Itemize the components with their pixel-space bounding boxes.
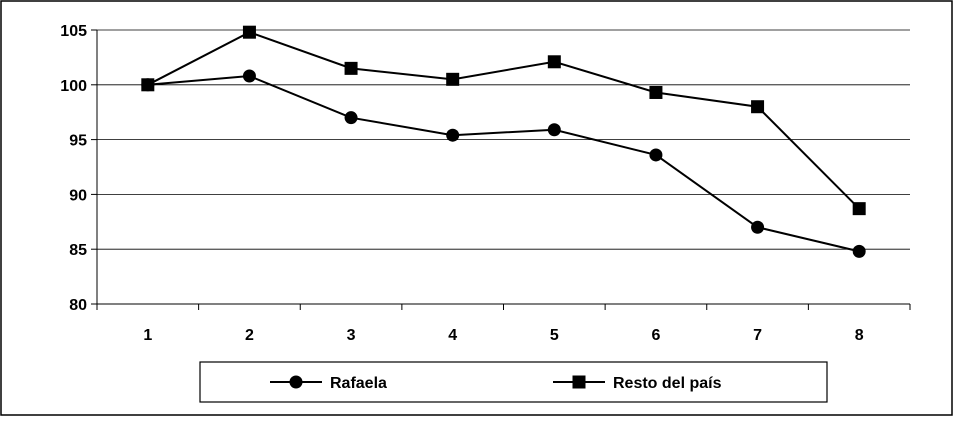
data-point-square bbox=[649, 85, 663, 99]
data-point-square bbox=[852, 202, 866, 216]
x-tick-label: 2 bbox=[245, 327, 254, 344]
x-tick-label: 5 bbox=[550, 327, 559, 344]
data-point-circle bbox=[852, 244, 866, 258]
legend-marker-square bbox=[572, 375, 586, 389]
data-point-square bbox=[344, 61, 358, 75]
y-tick-label: 80 bbox=[69, 297, 87, 314]
data-point-circle bbox=[242, 69, 256, 83]
gridlines bbox=[97, 29, 910, 250]
series-line bbox=[147, 31, 860, 210]
y-tick-label: 95 bbox=[69, 133, 87, 150]
data-point-square bbox=[446, 72, 460, 86]
y-tick-label: 100 bbox=[60, 78, 87, 95]
y-tick-label: 85 bbox=[69, 242, 87, 259]
data-point-square bbox=[242, 25, 256, 39]
legend-label: Resto del país bbox=[613, 375, 722, 392]
x-tick-label: 4 bbox=[448, 327, 457, 344]
x-tick-label: 1 bbox=[143, 327, 152, 344]
data-point-square bbox=[547, 55, 561, 69]
axes: 80 85 90 95 100 105 1 2 3 4 5 6 7 8 bbox=[60, 23, 911, 344]
x-tick-label: 6 bbox=[651, 327, 660, 344]
data-point-circle bbox=[751, 220, 765, 234]
data-point-circle bbox=[344, 111, 358, 125]
legend-marker-circle bbox=[289, 375, 303, 389]
y-tick-label: 90 bbox=[69, 187, 87, 204]
data-point-circle bbox=[547, 123, 561, 137]
series-lines bbox=[141, 25, 866, 258]
data-point-circle bbox=[446, 128, 460, 142]
data-point-square bbox=[751, 100, 765, 114]
x-tick-label: 7 bbox=[753, 327, 762, 344]
data-point-circle bbox=[649, 148, 663, 162]
series-line bbox=[147, 75, 860, 253]
legend: Rafaela Resto del país bbox=[199, 361, 828, 403]
y-tick-label: 105 bbox=[60, 23, 87, 40]
x-tick-label: 8 bbox=[855, 327, 864, 344]
x-tick-label: 3 bbox=[347, 327, 356, 344]
data-point-square bbox=[141, 78, 155, 92]
legend-label: Rafaela bbox=[330, 375, 387, 392]
